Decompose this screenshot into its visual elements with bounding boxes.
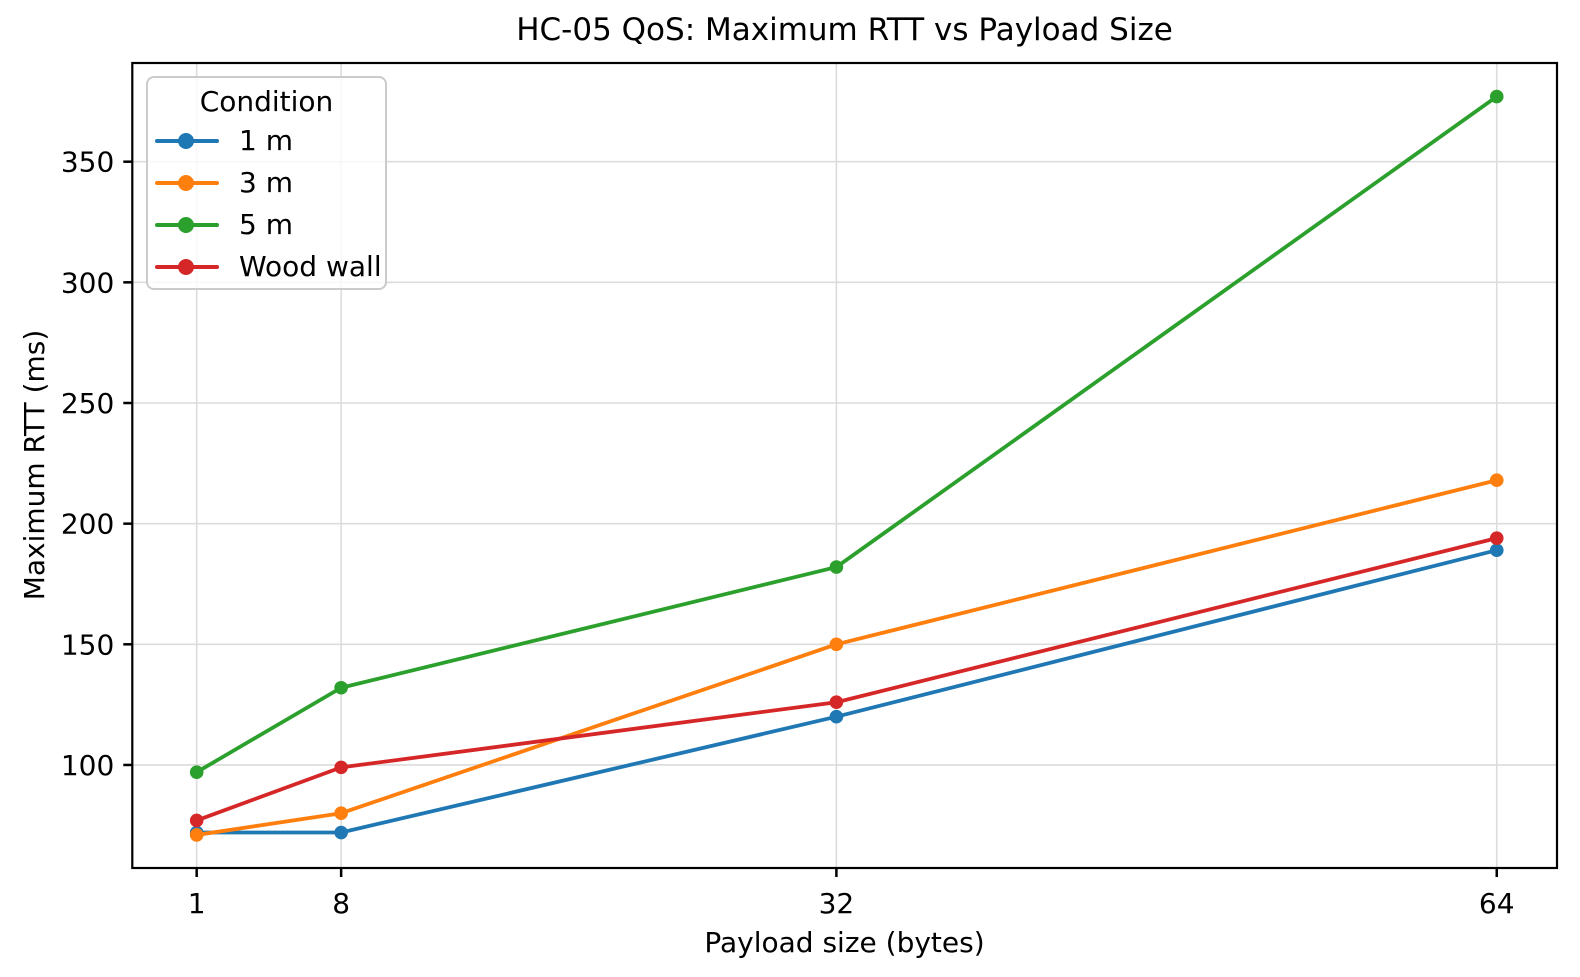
data-point-wood-wall-x1 xyxy=(189,813,204,828)
legend-items: 1 m 3 m 5 m Wood wall xyxy=(148,120,385,288)
legend-item-label: 3 m xyxy=(239,166,293,199)
legend-marker-icon xyxy=(178,259,194,275)
series-line-wood-wall xyxy=(194,536,1499,823)
y-tick-label-200: 200 xyxy=(61,508,114,541)
tick-labels: 1 8 32 64 100 150 200 250 300 350 xyxy=(61,146,1515,920)
plot-border xyxy=(131,61,1559,870)
data-point-wood-wall-x8 xyxy=(334,760,348,775)
data-point-3-m-x8 xyxy=(334,806,348,821)
legend-line-swatch-1-m xyxy=(155,133,219,149)
axes-spines xyxy=(131,61,1559,870)
legend-marker-icon xyxy=(178,175,194,191)
y-tick-label-100: 100 xyxy=(61,749,114,782)
data-point-wood-wall-x32 xyxy=(829,695,844,710)
chart-title: HC-05 QoS: Maximum RTT vs Payload Size xyxy=(516,12,1173,48)
legend-item-label: 5 m xyxy=(239,208,293,241)
legend: Condition 1 m 3 m 5 m Wood wall xyxy=(146,76,387,290)
y-tick-label-300: 300 xyxy=(61,266,114,299)
x-tick-label-64: 64 xyxy=(1479,887,1515,920)
legend-item-wood-wall: Wood wall xyxy=(148,246,385,288)
series-line-3-m xyxy=(194,478,1499,837)
legend-item-3-m: 3 m xyxy=(148,162,385,204)
x-tick-label-1: 1 xyxy=(188,887,206,920)
y-tick-label-250: 250 xyxy=(61,387,114,420)
y-axis-label: Maximum RTT (ms) xyxy=(18,329,51,601)
data-point-5-m-x32 xyxy=(829,560,844,574)
data-point-5-m-x64 xyxy=(1489,89,1504,104)
data-point-5-m-x1 xyxy=(189,765,204,780)
data-point-1-m-x32 xyxy=(829,709,844,724)
data-point-3-m-x64 xyxy=(1489,473,1504,488)
y-tick-label-150: 150 xyxy=(61,628,114,661)
data-point-wood-wall-x64 xyxy=(1489,531,1504,545)
legend-marker-icon xyxy=(178,133,194,149)
data-point-5-m-x8 xyxy=(334,680,348,695)
legend-item-5-m: 5 m xyxy=(148,204,385,246)
legend-line-swatch-wood-wall xyxy=(155,259,219,275)
data-point-3-m-x32 xyxy=(829,637,844,652)
data-point-3-m-x1 xyxy=(189,828,204,842)
data-series xyxy=(189,89,1504,842)
series-line-5-m xyxy=(194,94,1499,775)
legend-item-label: Wood wall xyxy=(239,250,382,283)
x-tick-label-32: 32 xyxy=(819,887,855,920)
legend-line-swatch-3-m xyxy=(155,175,219,191)
legend-item-label: 1 m xyxy=(239,124,293,157)
data-point-1-m-x8 xyxy=(334,825,348,840)
legend-item-1-m: 1 m xyxy=(148,120,385,162)
axis-ticks xyxy=(123,160,1498,877)
y-tick-label-350: 350 xyxy=(61,146,114,179)
data-point-1-m-x64 xyxy=(1489,543,1504,557)
x-tick-label-8: 8 xyxy=(332,887,350,920)
legend-title: Condition xyxy=(199,85,334,118)
legend-marker-icon xyxy=(178,217,194,233)
legend-line-swatch-5-m xyxy=(155,217,219,233)
series-line-1-m xyxy=(194,548,1499,835)
x-axis-label: Payload size (bytes) xyxy=(704,926,985,959)
